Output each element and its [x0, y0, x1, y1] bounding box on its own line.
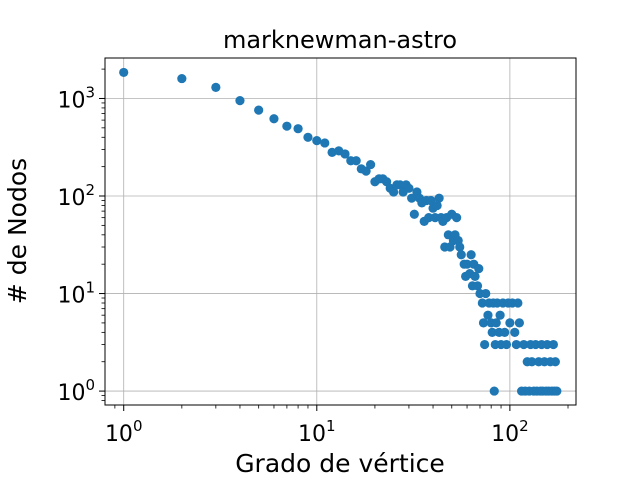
data-point [119, 67, 129, 78]
data-point [495, 310, 505, 320]
x-tick-label: 101 [298, 417, 336, 447]
data-point [409, 209, 419, 219]
y-tick-label: 103 [57, 83, 95, 113]
data-point [456, 250, 466, 260]
axis-ticks: 100 101 102 100 101 102 103 [57, 68, 569, 447]
data-point [424, 213, 434, 223]
data-point [177, 73, 187, 84]
data-point [505, 318, 515, 328]
data-point [303, 132, 313, 142]
plot-frame [104, 57, 577, 406]
data-point [550, 357, 560, 367]
y-tick-label: 101 [57, 279, 95, 309]
data-point [510, 327, 520, 337]
x-tick-label: 102 [491, 417, 529, 447]
grid [105, 58, 576, 405]
data-point [452, 213, 462, 223]
data-point [320, 138, 330, 148]
data-point [282, 121, 292, 131]
data-point [472, 281, 483, 291]
data-points [119, 67, 562, 396]
data-point [483, 310, 493, 320]
data-point [269, 114, 279, 124]
data-point [514, 318, 524, 328]
data-point [340, 149, 350, 159]
x-axis-label: Grado de vértice [235, 449, 445, 478]
data-point [478, 318, 489, 328]
data-point [480, 339, 490, 350]
y-tick-label: 102 [57, 181, 95, 211]
data-point [487, 327, 497, 337]
chart-title: marknewman-astro [223, 26, 457, 54]
data-point [474, 264, 484, 274]
data-point [527, 357, 537, 367]
data-point [434, 193, 444, 203]
data-point [351, 156, 361, 166]
data-point [489, 386, 499, 396]
data-point [491, 318, 501, 328]
y-axis-label: # de Nodos [3, 158, 32, 304]
data-point [366, 159, 376, 170]
y-tick-label: 100 [57, 376, 95, 406]
data-point [511, 339, 521, 350]
data-point [501, 339, 512, 350]
data-point [500, 327, 510, 337]
data-point [513, 298, 523, 308]
data-point [407, 193, 417, 203]
data-point [466, 250, 476, 260]
data-point [462, 259, 472, 269]
data-point [312, 135, 322, 146]
data-point [455, 242, 465, 252]
data-point [426, 195, 436, 206]
data-point [235, 96, 245, 106]
data-point [432, 200, 442, 211]
data-point [361, 166, 371, 176]
x-tick-label: 100 [105, 417, 143, 447]
data-point [552, 386, 562, 396]
data-point [211, 82, 221, 92]
data-point [481, 288, 491, 299]
data-point [404, 183, 414, 193]
data-point [389, 187, 399, 197]
data-point [470, 271, 480, 281]
data-point [477, 298, 487, 308]
data-point [548, 339, 558, 350]
data-point [254, 105, 264, 115]
data-point [519, 339, 529, 350]
data-point [293, 124, 303, 134]
